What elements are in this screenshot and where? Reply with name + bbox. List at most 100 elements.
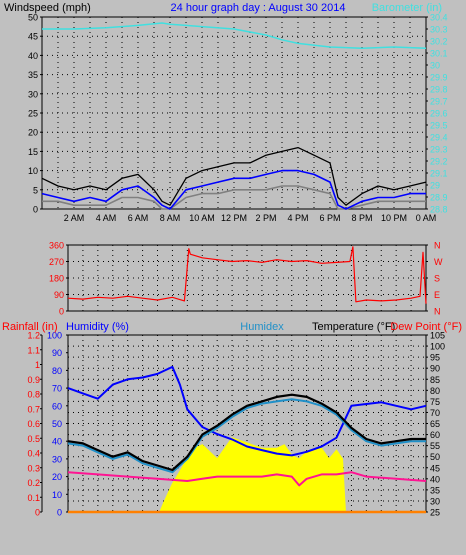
- barometer-y-tick-label: 29.1: [430, 169, 448, 179]
- wind-y-label: Windspeed (mph): [4, 2, 91, 14]
- direction-y-tick-label: 270: [49, 257, 64, 267]
- rainfall-y-tick-label: 0.2: [27, 478, 40, 488]
- barometer-y-tick-label: 29: [430, 181, 440, 191]
- wind-x-tick-label: 6 PM: [319, 213, 340, 223]
- wind-average-series-line: [42, 185, 426, 210]
- wind-y-tick-label: 40: [28, 51, 38, 61]
- barometer-y-tick-label: 30.1: [430, 49, 448, 59]
- barometer-y-tick-label: 29.8: [430, 85, 448, 95]
- dew-point-series-line: [67, 471, 427, 487]
- wind-y-tick-label: 10: [28, 166, 38, 176]
- humidity-y-tick-label: 0: [57, 508, 62, 518]
- temperature-y-tick-label: 55: [430, 441, 440, 451]
- rainfall-y-tick-label: 0.8: [27, 390, 40, 400]
- humidity-series-line: [67, 365, 427, 457]
- climate-panel: 0 0.1 0.2 0.3 0.4 0.5 0.6 0.7 0.8 0.9 1 1.1 1.2 0 10 20…: [27, 331, 445, 518]
- compass-tick-label: W: [434, 257, 443, 267]
- rainfall-y-tick-label: 0.6: [27, 419, 40, 429]
- humidity-y-tick-label: 90: [52, 348, 62, 358]
- windspeed-panel: 0 5 10 15 20 25 30 35 40 45 50 28.8 28.9 29 29.1 29.2 29…: [28, 13, 448, 224]
- rainfall-y-tick-label: 0.4: [27, 449, 40, 459]
- temperature-y-tick-label: 80: [430, 386, 440, 396]
- wind-x-tick-label: 6 AM: [128, 213, 149, 223]
- temperature-y-tick-label: 105: [430, 331, 445, 341]
- direction-y-tick-label: 180: [49, 274, 64, 284]
- wind-x-tick-label: 8 PM: [351, 213, 372, 223]
- humidity-y-tick-label: 100: [47, 331, 62, 341]
- barometer-y-tick-label: 29.4: [430, 133, 448, 143]
- wind-y-tick-label: 20: [28, 128, 38, 138]
- wind-x-tick-label: 4 AM: [96, 213, 117, 223]
- humidity-y-tick-label: 60: [52, 401, 62, 411]
- temperature-y-tick-label: 85: [430, 375, 440, 385]
- temperature-y-tick-label: 75: [430, 397, 440, 407]
- humidity-y-tick-label: 10: [52, 490, 62, 500]
- rainfall-y-tick-label: 1.2: [27, 331, 40, 341]
- rainfall-y-tick-label: 0.7: [27, 404, 40, 414]
- barometer-y-label: Barometer (in): [372, 2, 442, 14]
- humidity-y-label: Humidity (%): [66, 321, 129, 333]
- direction-y-tick-label: 90: [54, 290, 64, 300]
- temperature-y-label: Temperature (°F): [312, 321, 395, 333]
- wind-x-tick-label: 8 AM: [160, 213, 181, 223]
- temperature-y-tick-label: 50: [430, 452, 440, 462]
- temperature-series-line: [67, 393, 426, 472]
- barometer-y-tick-label: 30: [430, 61, 440, 71]
- wind-y-tick-label: 5: [33, 185, 38, 195]
- barometer-y-tick-label: 29.5: [430, 121, 448, 131]
- wind-y-tick-label: 15: [28, 147, 38, 157]
- temperature-y-tick-label: 100: [430, 342, 445, 352]
- wind-y-tick-label: 30: [28, 89, 38, 99]
- chart-title: 24 hour graph day : August 30 2014: [171, 2, 346, 14]
- wind-y-tick-label: 45: [28, 32, 38, 42]
- barometer-y-tick-label: 29.7: [430, 97, 448, 107]
- wind-x-tick-label: 2 AM: [64, 213, 85, 223]
- compass-tick-label: N: [434, 307, 441, 317]
- wind-x-tick-label: 10 PM: [381, 213, 407, 223]
- compass-tick-label: N: [434, 241, 441, 251]
- humidity-y-tick-label: 40: [52, 437, 62, 447]
- wind-x-tick-label: 4 PM: [287, 213, 308, 223]
- compass-tick-label: E: [434, 290, 440, 300]
- direction-y-tick-label: 0: [59, 307, 64, 317]
- temperature-y-tick-label: 95: [430, 353, 440, 363]
- barometer-y-tick-label: 30.3: [430, 25, 448, 35]
- rainfall-y-tick-label: 1: [35, 360, 40, 370]
- humidex-label: Humidex: [240, 321, 284, 333]
- rainfall-y-tick-label: 0.3: [27, 463, 40, 473]
- barometer-y-tick-label: 29.9: [430, 73, 448, 83]
- humidity-y-tick-label: 20: [52, 472, 62, 482]
- temperature-y-tick-label: 30: [430, 496, 440, 506]
- wind-y-tick-label: 25: [28, 109, 38, 119]
- humidity-y-tick-label: 70: [52, 384, 62, 394]
- humidity-y-tick-label: 30: [52, 454, 62, 464]
- rainfall-y-tick-label: 0.1: [27, 493, 40, 503]
- panel-labels: Windspeed (mph) 24 hour graph day : Augu…: [2, 2, 462, 333]
- direction-y-tick-label: 360: [49, 241, 64, 251]
- wind-x-tick-label: 0 AM: [416, 213, 437, 223]
- barometer-y-tick-label: 30.2: [430, 37, 448, 47]
- direction-plot-frame: [67, 244, 427, 312]
- temperature-y-tick-label: 70: [430, 408, 440, 418]
- temperature-y-tick-label: 25: [430, 508, 440, 518]
- compass-tick-label: S: [434, 274, 440, 284]
- temperature-y-tick-label: 90: [430, 364, 440, 374]
- wind-direction-series-line: [67, 246, 427, 304]
- temperature-y-tick-label: 65: [430, 419, 440, 429]
- barometer-series-line: [42, 22, 427, 49]
- temperature-y-tick-label: 35: [430, 485, 440, 495]
- temperature-y-tick-label: 40: [430, 474, 440, 484]
- rainfall-y-tick-label: 1.1: [27, 345, 40, 355]
- wind-x-tick-label: 10 AM: [189, 213, 215, 223]
- rainfall-y-label: Rainfall (in): [2, 321, 58, 333]
- rainfall-y-tick-label: 0: [35, 508, 40, 518]
- wind-gust-series-line: [41, 146, 427, 206]
- wind-x-tick-label: 2 PM: [255, 213, 276, 223]
- barometer-y-tick-label: 28.8: [430, 205, 448, 215]
- wind-y-tick-label: 50: [28, 13, 38, 23]
- humidex-series-line: [67, 398, 426, 474]
- temperature-y-tick-label: 45: [430, 463, 440, 473]
- humidity-y-tick-label: 50: [52, 419, 62, 429]
